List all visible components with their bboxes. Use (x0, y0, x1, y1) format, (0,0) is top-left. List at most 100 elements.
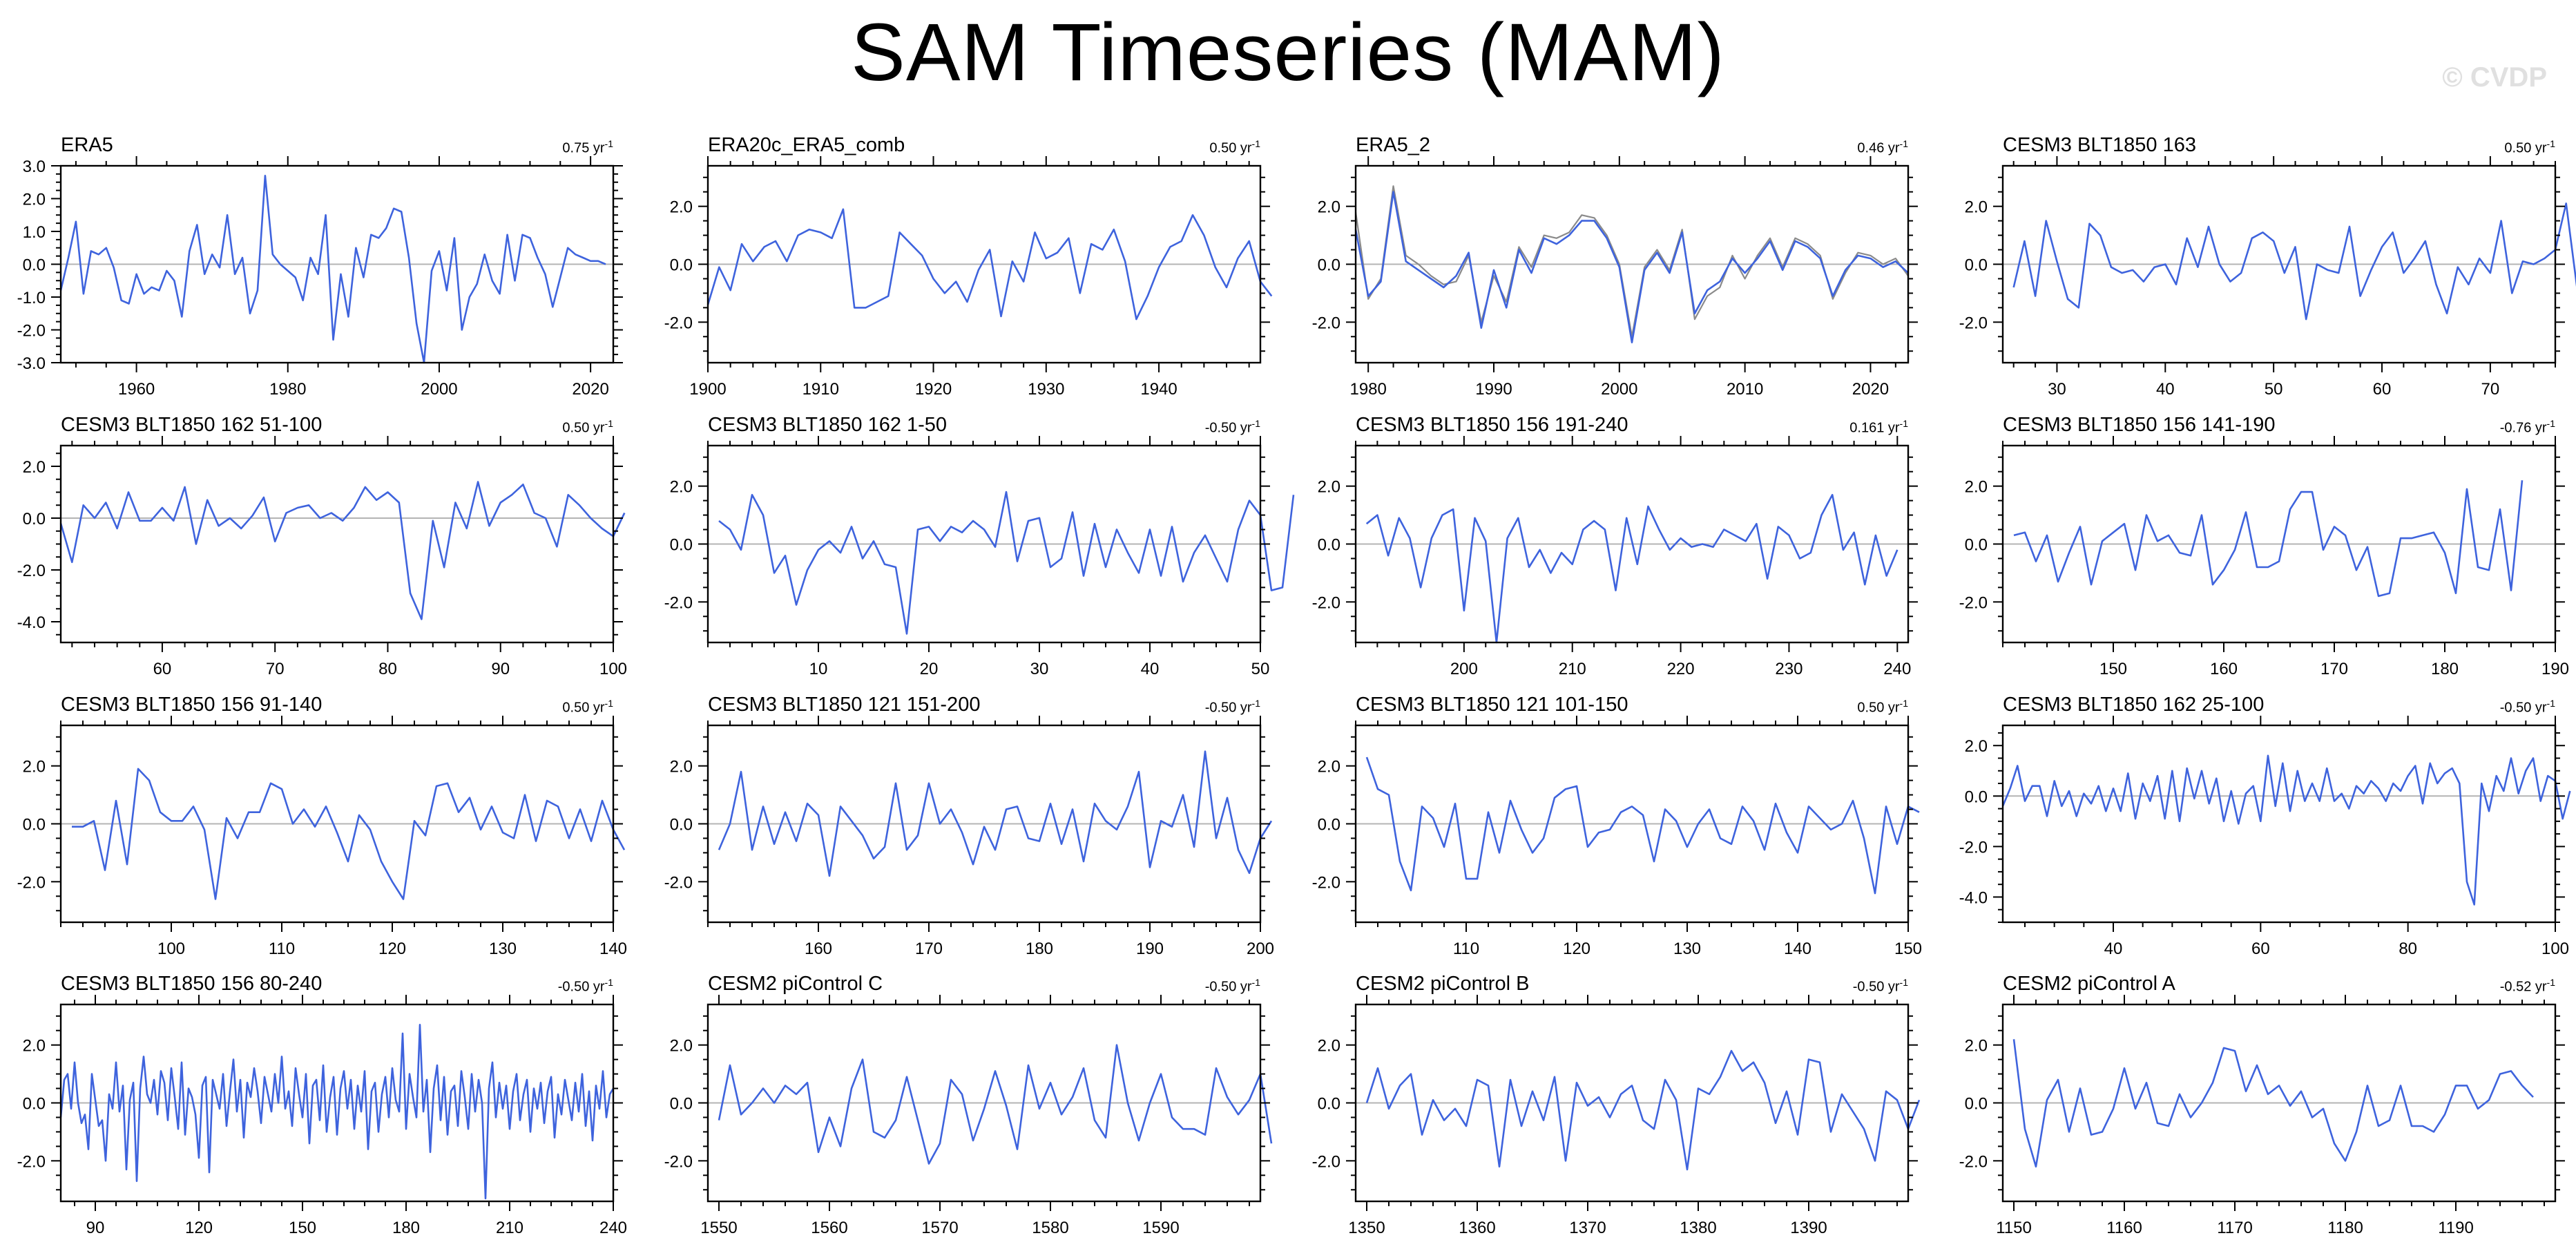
trend-label: -0.52 yr-1 (2499, 977, 2555, 995)
x-tick-label: 2000 (1601, 380, 1637, 399)
y-tick-label: 2.0 (23, 458, 46, 477)
panel-11: 40 60 80 100 -4.0 -2.0 0.0 2.0 (1959, 716, 2571, 958)
x-tick-label: 1980 (269, 380, 306, 399)
y-tick-label: -2.0 (664, 314, 693, 332)
trend-label: -0.50 yr-1 (1852, 977, 1908, 995)
series-line (2012, 1039, 2534, 1168)
series-line (59, 1024, 615, 1200)
y-tick-label: -1.0 (17, 289, 46, 307)
x-tick-label: 1550 (700, 1219, 737, 1237)
x-tick-label: 120 (1563, 940, 1590, 958)
panel-title: CESM2 piControl A (2003, 973, 2175, 995)
x-tick-label: 1150 (1996, 1219, 2032, 1237)
y-tick-label: 0.0 (1318, 256, 1340, 275)
panel-5: 10 20 30 40 50 -2.0 0.0 2.0 (664, 436, 1295, 678)
x-tick-label: 130 (489, 940, 517, 958)
panel-14: 1350 1360 1370 1380 1390 -2.0 0.0 2.0 (1312, 995, 1921, 1237)
x-tick-label: 1170 (2217, 1219, 2253, 1237)
y-tick-label: 2.0 (1965, 1037, 1988, 1056)
y-tick-label: 0.0 (23, 816, 46, 835)
x-tick-label: 80 (2399, 940, 2417, 958)
y-tick-label: 0.0 (670, 536, 693, 555)
y-tick-label: 0.0 (23, 510, 46, 528)
x-tick-label: 70 (266, 660, 285, 678)
trend-label: -0.50 yr-1 (1204, 977, 1260, 995)
y-tick-label: 2.0 (1965, 478, 1988, 497)
trend-label: -0.50 yr-1 (1204, 698, 1260, 716)
x-tick-label: 2000 (421, 380, 457, 399)
x-tick-label: 210 (496, 1219, 523, 1237)
series-line (2013, 480, 2524, 598)
x-tick-label: 150 (1894, 940, 1922, 958)
y-tick-label: 2.0 (1965, 198, 1988, 217)
y-tick-label: -2.0 (1959, 314, 1988, 332)
x-tick-label: 1940 (1140, 380, 1177, 399)
series-line (718, 750, 1273, 877)
y-tick-label: 2.0 (23, 1037, 46, 1056)
y-tick-label: 2.0 (670, 478, 693, 497)
watermark: © CVDP (2442, 62, 2547, 93)
panel-7: 150 160 170 180 190 -2.0 0.0 2.0 (1959, 436, 2569, 678)
x-tick-label: 1980 (1349, 380, 1386, 399)
x-tick-label: 140 (599, 940, 627, 958)
panel-1: 1900 1910 1920 1930 1940 -2.0 0.0 2.0 (664, 156, 1273, 399)
y-tick-label: 0.0 (1965, 256, 1988, 275)
panel-4: 60 70 80 90 100 -4.0 -2.0 0.0 2.0 (17, 436, 627, 678)
y-tick-label: -2.0 (664, 873, 693, 892)
x-tick-label: 1370 (1569, 1219, 1606, 1237)
panel-title: ERA5 (61, 134, 113, 156)
x-tick-label: 180 (2431, 660, 2459, 678)
y-tick-label: -2.0 (1312, 1152, 1340, 1171)
x-tick-label: 20 (920, 660, 939, 678)
series-line (1354, 191, 1909, 344)
x-tick-label: 50 (2265, 380, 2283, 399)
trend-label: 0.50 yr-1 (2504, 138, 2555, 156)
panel-title: ERA5_2 (1356, 134, 1431, 156)
trend-label: 0.46 yr-1 (1857, 138, 1908, 156)
trend-label: -0.50 yr-1 (2499, 698, 2555, 716)
y-tick-label: -2.0 (1312, 873, 1340, 892)
y-tick-label: -2.0 (664, 593, 693, 612)
x-tick-label: 30 (1030, 660, 1049, 678)
x-tick-label: 1350 (1348, 1219, 1385, 1237)
series-line (2001, 754, 2571, 906)
x-tick-label: 230 (1775, 660, 1803, 678)
trend-label: -0.76 yr-1 (2499, 418, 2555, 436)
x-tick-label: 1930 (1028, 380, 1064, 399)
y-tick-label: 2.0 (23, 191, 46, 209)
x-tick-label: 40 (2156, 380, 2175, 399)
panel-13: 1550 1560 1570 1580 1590 -2.0 0.0 2.0 (664, 995, 1273, 1237)
panel-6: 200 210 220 230 240 -2.0 0.0 2.0 (1312, 436, 1918, 678)
y-tick-label: -2.0 (1959, 1152, 1988, 1171)
y-tick-label: 2.0 (670, 198, 693, 217)
x-tick-label: 120 (378, 940, 406, 958)
y-tick-label: 2.0 (670, 1037, 693, 1056)
x-tick-label: 2020 (1852, 380, 1889, 399)
series-line (59, 481, 626, 620)
x-tick-label: 210 (1559, 660, 1586, 678)
panel-title: ERA20c_ERA5_comb (708, 134, 905, 156)
y-tick-label: 2.0 (1318, 478, 1340, 497)
y-tick-label: 1.0 (23, 223, 46, 242)
trend-label: -0.50 yr-1 (557, 977, 613, 995)
x-tick-label: 1360 (1459, 1219, 1495, 1237)
x-tick-label: 160 (805, 940, 832, 958)
series-line (1365, 1049, 1921, 1171)
y-tick-label: -2.0 (664, 1152, 693, 1171)
y-tick-label: 0.0 (1318, 1095, 1340, 1114)
x-tick-label: 40 (2104, 940, 2123, 958)
x-tick-label: 150 (2099, 660, 2127, 678)
trend-label: 0.50 yr-1 (1857, 698, 1908, 716)
panel-title: CESM2 piControl B (1356, 973, 1530, 995)
panel-title: CESM3 BLT1850 156 141-190 (2003, 414, 2276, 436)
y-tick-label: -4.0 (1959, 888, 1988, 907)
x-tick-label: 130 (1673, 940, 1701, 958)
series-line (718, 490, 1295, 635)
series-line (707, 208, 1273, 321)
x-tick-label: 1560 (811, 1219, 847, 1237)
panel-title: CESM3 BLT1850 162 51-100 (61, 414, 323, 436)
x-tick-label: 180 (392, 1219, 420, 1237)
x-tick-label: 1160 (2106, 1219, 2142, 1237)
x-tick-label: 190 (1136, 940, 1164, 958)
y-tick-label: 2.0 (23, 758, 46, 776)
